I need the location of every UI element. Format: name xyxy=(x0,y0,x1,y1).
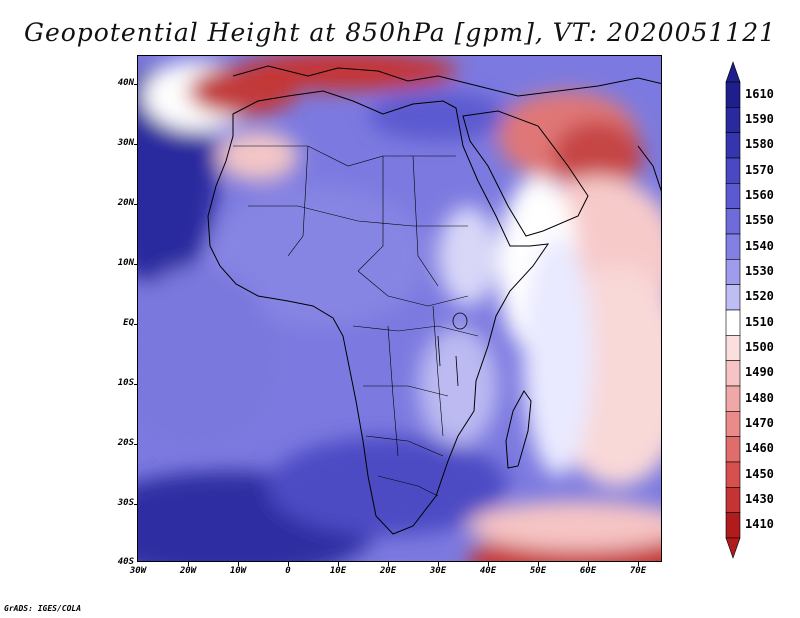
lon-tick xyxy=(488,562,489,566)
colorbar-label: 1590 xyxy=(745,112,774,126)
colorbar-swatch xyxy=(725,233,741,260)
lon-label-0: 0 xyxy=(285,566,291,576)
lat-tick xyxy=(134,204,138,205)
colorbar-label: 1570 xyxy=(745,162,774,177)
lon-label-60e: 60E xyxy=(579,566,597,576)
colorbar-swatches xyxy=(725,61,741,559)
lon-label-70e: 70E xyxy=(629,566,647,576)
lon-tick xyxy=(188,562,189,566)
colorbar-swatch xyxy=(725,487,741,513)
lon-tick xyxy=(288,562,289,566)
lat-label-10s: 10S xyxy=(117,378,134,388)
lat-tick xyxy=(134,384,138,385)
colorbar-swatch xyxy=(725,360,741,387)
coastlines xyxy=(207,65,661,535)
map-panel xyxy=(137,55,662,562)
lon-tick xyxy=(388,562,389,566)
colorbar-swatch xyxy=(725,411,741,437)
lat-label-eq: EQ xyxy=(123,318,134,328)
colorbar-label: 1460 xyxy=(745,441,774,456)
colorbar-label: 1530 xyxy=(745,264,774,278)
colorbar-swatch xyxy=(725,436,741,463)
country-borders xyxy=(233,145,479,497)
lat-tick xyxy=(134,324,138,325)
colorbar-swatch xyxy=(725,157,741,184)
colorbar-swatch xyxy=(725,461,741,488)
lon-label-20w: 20W xyxy=(179,566,197,576)
height-field-map xyxy=(138,56,661,561)
lon-label-30w: 30W xyxy=(129,566,147,576)
lat-label-10n: 10N xyxy=(117,258,134,268)
colorbar-swatch xyxy=(725,208,741,235)
colorbar-label: 1470 xyxy=(745,416,774,430)
colorbar-label: 1500 xyxy=(745,340,774,354)
colorbar-label: 1540 xyxy=(745,238,774,253)
colorbar-label: 1410 xyxy=(745,517,774,532)
colorbar-label: 1520 xyxy=(745,289,774,304)
lon-tick xyxy=(638,562,639,566)
lon-tick xyxy=(238,562,239,566)
colorbar-label: 1490 xyxy=(745,365,774,380)
colorbar-label: 1610 xyxy=(745,86,774,101)
colorbar-swatch xyxy=(725,81,741,108)
colorbar-swatch xyxy=(725,335,741,361)
colorbar-label: 1550 xyxy=(745,213,774,228)
lon-label-40e: 40E xyxy=(479,566,497,576)
lakes xyxy=(437,312,468,387)
lat-tick xyxy=(134,264,138,265)
colorbar-label: 1480 xyxy=(745,390,774,405)
grads-credit: GrADS: IGES/COLA xyxy=(4,604,82,613)
lat-label-40s: 40S xyxy=(117,557,134,567)
colorbar-swatch xyxy=(725,259,741,285)
colorbar-label: 1580 xyxy=(745,137,774,152)
lon-label-50e: 50E xyxy=(529,566,547,576)
field-shading xyxy=(138,56,661,561)
lon-tick xyxy=(438,562,439,566)
lat-label-30n: 30N xyxy=(117,138,134,148)
lon-tick xyxy=(588,562,589,566)
lon-label-30e: 30E xyxy=(429,566,447,576)
lon-tick xyxy=(338,562,339,566)
lat-tick xyxy=(134,84,138,85)
colorbar-swatch xyxy=(725,183,741,209)
lat-tick xyxy=(134,144,138,145)
lon-tick xyxy=(538,562,539,566)
lat-label-40n: 40N xyxy=(117,78,134,88)
lat-tick xyxy=(134,504,138,505)
colorbar-label: 1450 xyxy=(745,466,774,481)
lat-label-20s: 20S xyxy=(117,438,134,448)
colorbar-swatch xyxy=(725,132,741,159)
colorbar-label: 1560 xyxy=(745,188,774,202)
colorbar-swatch xyxy=(725,107,741,133)
lon-label-10w: 10W xyxy=(229,566,247,576)
colorbar-arrow-top xyxy=(725,61,741,83)
lat-label-30s: 30S xyxy=(117,498,134,508)
colorbar xyxy=(725,61,741,559)
colorbar-label: 1510 xyxy=(745,314,774,329)
colorbar-label: 1430 xyxy=(745,492,774,506)
map-title: Geopotential Height at 850hPa [gpm], VT:… xyxy=(23,18,777,47)
lat-tick xyxy=(134,444,138,445)
lon-label-20e: 20E xyxy=(379,566,397,576)
colorbar-swatch xyxy=(725,309,741,336)
colorbar-swatch xyxy=(725,512,741,539)
colorbar-swatch xyxy=(725,385,741,412)
lon-label-10e: 10E xyxy=(329,566,347,576)
colorbar-arrow-bottom xyxy=(725,537,741,559)
colorbar-swatch xyxy=(725,284,741,311)
lat-label-20n: 20N xyxy=(117,198,134,208)
